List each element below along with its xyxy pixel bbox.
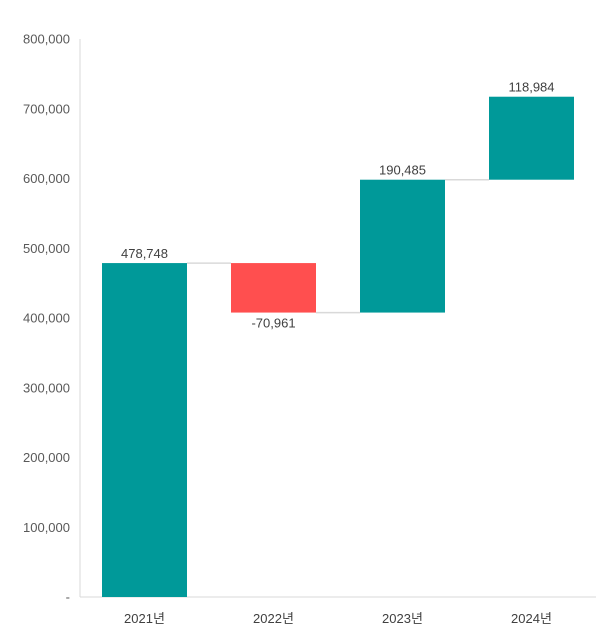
x-tick-label: 2022년 [253, 611, 294, 626]
bars [102, 96, 574, 597]
y-tick-label: 600,000 [23, 171, 70, 186]
y-tick-label: 500,000 [23, 241, 70, 256]
data-label: 190,485 [379, 163, 426, 178]
data-label: 118,984 [508, 80, 554, 95]
y-tick-label: 100,000 [23, 520, 70, 535]
bar-2022 [231, 263, 316, 313]
x-tick-label: 2023년 [382, 611, 423, 626]
y-tick-label: 700,000 [23, 101, 70, 116]
y-tick-label: 400,000 [23, 311, 70, 326]
bar-2023 [360, 179, 445, 313]
y-tick-label: - [66, 590, 70, 605]
bar-2024 [489, 96, 574, 180]
data-label: -70,961 [251, 316, 295, 331]
y-tick-label: 800,000 [23, 32, 70, 47]
x-tick-label: 2024년 [511, 611, 552, 626]
data-label: 478,748 [121, 246, 168, 261]
connectors [187, 178, 489, 314]
y-axis: - 100,000 200,000 300,000 400,000 500,000 600,… [23, 32, 81, 605]
data-labels: 478,748 -70,961 190,485 118,984 [121, 80, 555, 331]
y-tick-label: 300,000 [23, 380, 70, 395]
y-tick-label: 200,000 [23, 450, 70, 465]
bar-2021 [102, 263, 187, 597]
x-tick-label: 2021년 [124, 611, 165, 626]
x-axis: 2021년 2022년 2023년 2024년 [80, 596, 596, 626]
